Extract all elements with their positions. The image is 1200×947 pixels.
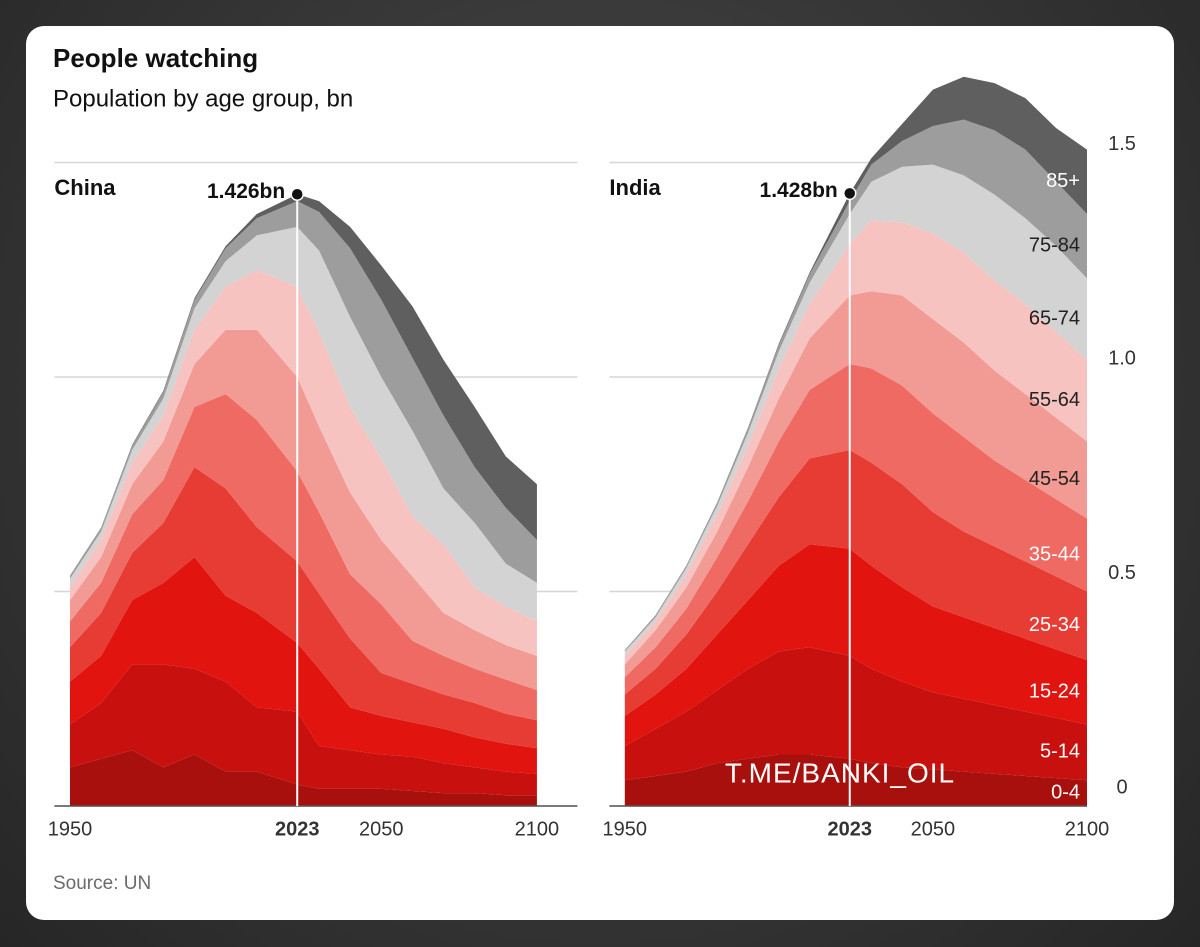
area — [69, 194, 537, 577]
area — [624, 647, 1087, 781]
x-tick-label: 2050 — [911, 818, 956, 840]
area — [624, 119, 1087, 652]
series-label: 5-14 — [1040, 741, 1080, 763]
title: People watching — [53, 43, 258, 73]
x-tick-label: 2050 — [359, 818, 404, 840]
area — [624, 754, 1087, 806]
series-label: 55-64 — [1029, 389, 1080, 411]
area — [69, 467, 537, 749]
y-tick-label: 1.0 — [1108, 347, 1136, 369]
area — [69, 557, 537, 774]
panel-title: China — [54, 175, 116, 200]
series-label: 45-54 — [1029, 468, 1080, 490]
area — [624, 220, 1087, 665]
series-label: 75-84 — [1029, 234, 1080, 256]
series-label: 25-34 — [1029, 614, 1080, 636]
y-tick-label: 1.5 — [1108, 133, 1136, 155]
subtitle: Population by age group, bn — [53, 85, 353, 112]
x-tick-label: 2023 — [827, 818, 872, 840]
source: Source: UN — [53, 873, 151, 894]
series-label: 0-4 — [1051, 781, 1080, 803]
annotation-dot — [290, 187, 304, 201]
series-label: 65-74 — [1029, 307, 1080, 329]
y-tick-label: 0.5 — [1108, 562, 1136, 584]
area — [69, 664, 537, 796]
series-label: 85+ — [1046, 170, 1080, 192]
watermark: T.ME/BANKI_OIL — [725, 757, 955, 788]
x-tick-label: 1950 — [603, 818, 648, 840]
area — [69, 329, 537, 691]
area — [69, 750, 537, 806]
annotation-dot — [842, 186, 857, 201]
area — [624, 291, 1087, 678]
area — [69, 269, 537, 656]
x-tick-label: 1950 — [48, 818, 93, 840]
area — [624, 544, 1087, 746]
area — [624, 364, 1087, 695]
annotation-label: 1.426bn — [207, 180, 285, 203]
y-tick-label: 0 — [1116, 776, 1127, 798]
area — [624, 449, 1087, 716]
x-tick-label: 2100 — [515, 818, 560, 840]
x-tick-label: 2023 — [275, 818, 320, 840]
area — [624, 76, 1087, 651]
panel-title: India — [609, 175, 661, 200]
x-tick-label: 2100 — [1065, 818, 1110, 840]
plots: 1.426bn 1950 2023 2050 2100 China 0 0.5 1.0 1.5 0-… — [48, 76, 1136, 840]
annotation-label: 1.428bn — [760, 179, 838, 202]
area — [69, 226, 537, 622]
series-label: 35-44 — [1029, 543, 1080, 565]
series-label: 15-24 — [1029, 681, 1080, 703]
area — [69, 394, 537, 721]
